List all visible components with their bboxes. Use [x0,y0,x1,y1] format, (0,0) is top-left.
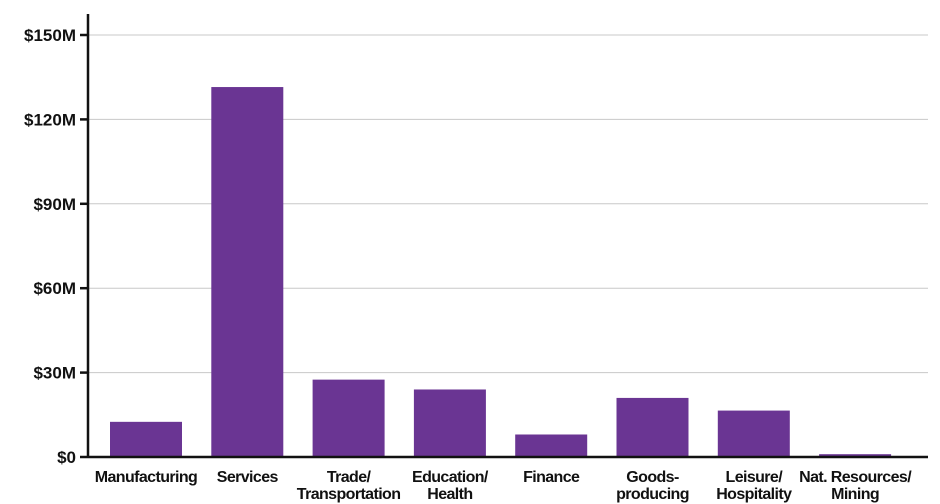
axes [80,14,928,459]
bar [515,434,588,457]
x-tick-label: Leisure/Hospitality [716,469,792,503]
bar [717,410,790,457]
y-tick-label: $0 [57,448,76,467]
bar [413,389,486,457]
x-tick-label: Finance [523,469,580,486]
x-tick-labels: Manufacturing Services Trade/Transportatio… [95,469,913,503]
bar [616,397,689,457]
x-tick-label: Nat. Resources/Mining [799,469,912,503]
bar [110,421,182,457]
bar [819,454,892,457]
y-tick-label: $90M [33,195,76,214]
bars [110,87,892,458]
y-tick-labels: $0 $30M $60M $90M $120M $150M [24,26,76,467]
x-tick-label: Services [217,469,279,486]
bar [312,379,385,457]
y-tick-label: $150M [24,26,76,45]
x-tick-label: Trade/Transportation [297,469,401,503]
bar [211,87,284,458]
y-tick-label: $120M [24,110,76,129]
x-tick-label: Goods-producing [616,469,689,503]
y-tick-label: $60M [33,279,76,298]
x-tick-label: Education/Health [412,469,489,503]
y-tick-label: $30M [33,364,76,383]
x-tick-label: Manufacturing [95,469,197,486]
